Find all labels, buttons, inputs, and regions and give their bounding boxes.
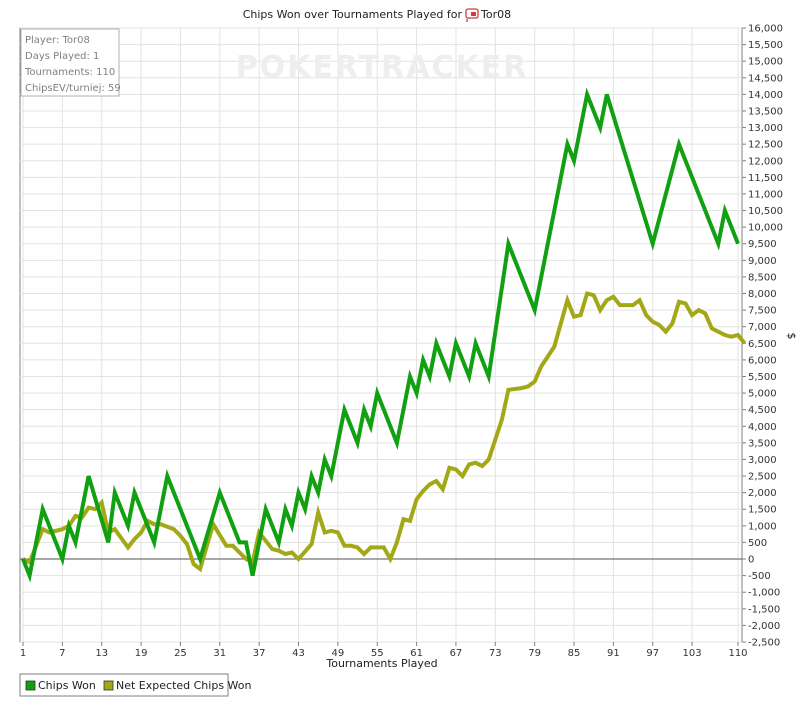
- y-tick-label: 2,500: [748, 472, 777, 483]
- legend-label-chips-won: Chips Won: [38, 679, 96, 692]
- x-tick-label: 1: [20, 648, 26, 659]
- y-tick-label: 13,500: [748, 106, 783, 117]
- x-tick-label: 19: [135, 648, 148, 659]
- y-tick-label: 1,500: [748, 505, 777, 516]
- player-flag-icon: [465, 8, 479, 22]
- info-chipsev: ChipsEV/turniej: 59: [25, 83, 121, 94]
- y-tick-label: 7,500: [748, 306, 777, 317]
- y-tick-label: 9,000: [748, 256, 777, 267]
- x-tick-label: 97: [646, 648, 659, 659]
- y-tick-label: 11,500: [748, 173, 783, 184]
- watermark-logo: POKERTRACKER: [236, 50, 529, 85]
- y-tick-label: 2,000: [748, 488, 777, 499]
- y-tick-label: 4,000: [748, 422, 777, 433]
- y-tick-label: 3,500: [748, 438, 777, 449]
- y-tick-label: 0: [748, 555, 754, 566]
- legend-swatch-chips-won: [25, 680, 36, 691]
- x-axis-ticks: 1 7 13 19 25 31 37 43 49 55 61 67 73 79 85 91 97 103 110: [20, 642, 748, 659]
- x-tick-label: 31: [213, 648, 226, 659]
- y-tick-label: 16,000: [748, 24, 783, 35]
- y-tick-label: 500: [748, 538, 767, 549]
- info-box: Player: Tor08 Days Played: 1 Tournaments…: [20, 28, 121, 97]
- y-tick-label: -500: [748, 571, 771, 582]
- y-tick-label: -1,500: [748, 604, 780, 615]
- y-axis-ticks: -2,500 -2,000 -1,500 -1,000 -500 0 500 1,000 1,5…: [742, 24, 783, 649]
- y-tick-label: 6,000: [748, 355, 777, 366]
- legend-swatch-net-expected: [103, 680, 114, 691]
- y-tick-label: 12,500: [748, 140, 783, 151]
- x-tick-label: 91: [607, 648, 620, 659]
- y-tick-label: 4,500: [748, 405, 777, 416]
- info-days: Days Played: 1: [25, 51, 99, 62]
- y-tick-label: 9,500: [748, 239, 777, 250]
- y-tick-label: 10,500: [748, 206, 783, 217]
- y-tick-label: 14,000: [748, 90, 783, 101]
- x-tick-label: 55: [371, 648, 384, 659]
- x-tick-label: 37: [253, 648, 266, 659]
- x-tick-label: 61: [410, 648, 423, 659]
- plot-area: [19, 27, 743, 643]
- y-tick-label: 8,500: [748, 272, 777, 283]
- y-tick-label: -2,500: [748, 638, 780, 649]
- chart-title: Chips Won over Tournaments Played for: [243, 8, 463, 21]
- info-player: Player: Tor08: [25, 35, 90, 46]
- y-tick-label: 1,000: [748, 521, 777, 532]
- x-tick-label: 85: [568, 648, 581, 659]
- y-tick-label: 13,000: [748, 123, 783, 134]
- y-tick-label: 14,500: [748, 73, 783, 84]
- x-tick-label: 67: [450, 648, 463, 659]
- series-layer: [21, 87, 747, 583]
- x-tick-label: 110: [728, 648, 747, 659]
- y-tick-label: 10,000: [748, 223, 783, 234]
- y-axis-title: $: [785, 333, 798, 340]
- y-tick-label: 11,000: [748, 189, 783, 200]
- y-tick-label: 5,500: [748, 372, 777, 383]
- legend: Chips Won Net Expected Chips Won: [19, 673, 252, 697]
- info-tournaments: Tournaments: 110: [24, 67, 115, 78]
- legend-label-net-expected: Net Expected Chips Won: [116, 679, 252, 692]
- x-tick-label: 7: [59, 648, 65, 659]
- y-tick-label: 7,000: [748, 322, 777, 333]
- player-name: Tor08: [480, 8, 511, 21]
- x-tick-label: 103: [683, 648, 702, 659]
- y-tick-label: -1,000: [748, 588, 780, 599]
- x-tick-label: 25: [174, 648, 187, 659]
- chart-title-group: Chips Won over Tournaments Played for To…: [243, 8, 511, 22]
- series-line-chips-won: [21, 87, 740, 583]
- y-tick-label: 8,000: [748, 289, 777, 300]
- y-tick-label: 15,000: [748, 57, 783, 68]
- y-tick-label: 12,000: [748, 156, 783, 167]
- y-tick-label: 3,000: [748, 455, 777, 466]
- x-tick-label: 49: [331, 648, 344, 659]
- y-tick-label: 5,000: [748, 389, 777, 400]
- x-tick-label: 79: [528, 648, 541, 659]
- x-tick-label: 13: [95, 648, 108, 659]
- x-tick-label: 43: [292, 648, 305, 659]
- legend-box: [19, 673, 229, 697]
- y-tick-label: -2,000: [748, 621, 780, 632]
- x-tick-label: 73: [489, 648, 502, 659]
- x-axis-title: Tournaments Played: [325, 657, 437, 670]
- y-tick-label: 15,500: [748, 40, 783, 51]
- y-tick-label: 6,500: [748, 339, 777, 350]
